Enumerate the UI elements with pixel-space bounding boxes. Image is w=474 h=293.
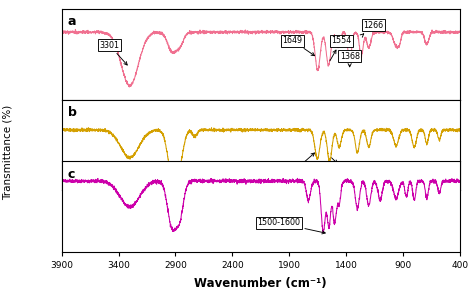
Text: Wavenumber (cm⁻¹): Wavenumber (cm⁻¹) (194, 277, 327, 290)
Text: 3301: 3301 (100, 41, 127, 65)
Text: 1544: 1544 (332, 158, 356, 177)
Text: 1652: 1652 (283, 153, 315, 177)
Text: 1649: 1649 (283, 36, 315, 56)
Text: c: c (68, 168, 75, 180)
Text: 1266: 1266 (360, 21, 383, 37)
Text: Transmittance (%): Transmittance (%) (2, 105, 12, 200)
Text: 1500-1600: 1500-1600 (257, 218, 325, 234)
Text: a: a (68, 15, 76, 28)
Text: 1368: 1368 (340, 52, 360, 67)
Text: 1554: 1554 (330, 36, 352, 61)
Text: b: b (68, 106, 76, 119)
